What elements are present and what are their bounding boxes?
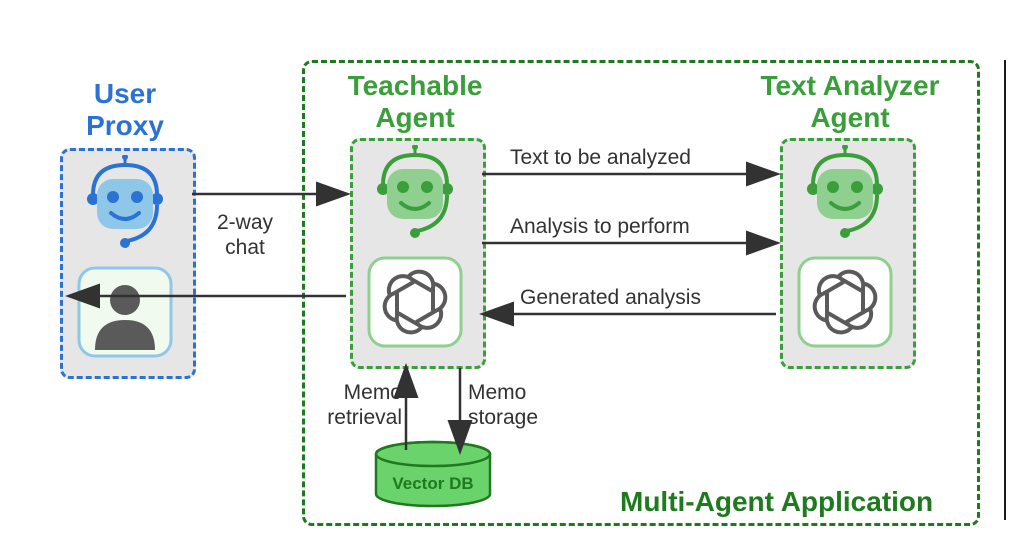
text-to-be-analyzed-label: Text to be analyzed (510, 146, 691, 170)
generated-analysis-label: Generated analysis (520, 286, 701, 310)
memo-retrieval-label: Memo retrieval (302, 380, 402, 430)
two-way-chat-l1: 2-way (217, 211, 273, 234)
arrows-layer (0, 0, 1024, 555)
analysis-to-perform-label: Analysis to perform (510, 215, 690, 239)
two-way-chat-label: 2-way chat (200, 210, 290, 260)
memo-storage-l1: Memo (468, 381, 526, 404)
memo-retrieval-l1: Memo (344, 381, 402, 404)
memo-storage-label: Memo storage (468, 380, 568, 430)
memo-retrieval-l2: retrieval (327, 406, 402, 429)
two-way-chat-l2: chat (225, 236, 265, 259)
diagram-stage: Multi-Agent Application User Proxy (0, 0, 1024, 555)
memo-storage-l2: storage (468, 406, 538, 429)
